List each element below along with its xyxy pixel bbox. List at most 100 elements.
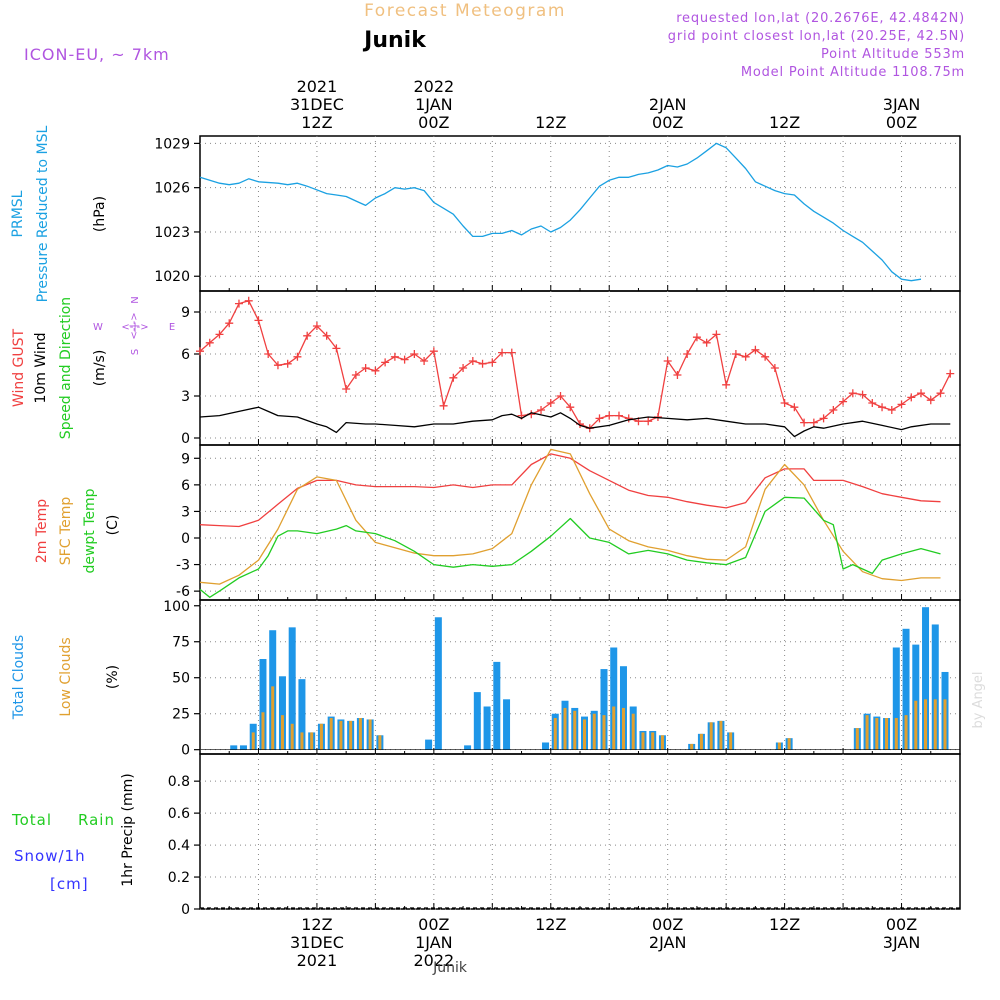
- total-cloud-bar: [600, 669, 608, 750]
- gust-marker: [322, 331, 331, 340]
- bottom-tick-label: 00Z: [652, 915, 683, 934]
- top-tick-label: 2JAN: [649, 95, 687, 114]
- y-tick-label: 1023: [154, 225, 190, 241]
- total-cloud-bar: [259, 659, 267, 750]
- gust-line: [199, 300, 951, 429]
- y-tick-label: 0.8: [168, 774, 190, 790]
- low-cloud-bar: [855, 728, 859, 750]
- compass-n-label: N: [130, 296, 141, 303]
- gust-marker: [858, 390, 867, 399]
- y-tick-label: 25: [172, 707, 190, 723]
- bottom-tick-label: 31DEC: [290, 933, 344, 952]
- top-tick-label: 2021: [297, 77, 338, 96]
- low-cloud-bar: [271, 686, 275, 750]
- low-cloud-bar: [933, 699, 937, 750]
- gust-marker: [917, 389, 926, 398]
- pressure-unit: (hPa): [92, 196, 108, 232]
- y-tick-label: 9: [181, 305, 190, 321]
- y-tick-label: 100: [163, 599, 190, 615]
- total-cloud-bar: [473, 692, 481, 750]
- low-cloud-bar: [621, 707, 625, 750]
- gust-marker: [829, 406, 838, 414]
- precip-rain-label: Rain: [78, 811, 115, 829]
- low-cloud-bar: [290, 723, 294, 750]
- title-faded: Forecast Meteogram: [364, 1, 566, 21]
- footer-location: Junik: [432, 960, 468, 976]
- top-tick-label: 00Z: [886, 113, 917, 132]
- gust-marker: [868, 399, 877, 407]
- wind-panel: 0 3 6 9 Wind GUST 10m Wind Speed and Direct…: [11, 290, 961, 447]
- gust-marker: [342, 385, 351, 393]
- gust-marker: [741, 352, 750, 361]
- gust-marker: [751, 345, 760, 354]
- gust-marker: [351, 371, 360, 379]
- low-cloud-bar: [310, 732, 314, 750]
- low-cloud-bar: [709, 722, 713, 750]
- gust-marker: [371, 366, 380, 375]
- y-tick-label: 6: [181, 347, 190, 363]
- low-cloud-bar: [904, 715, 908, 750]
- gust-marker: [312, 322, 321, 330]
- gust-marker: [196, 347, 204, 356]
- bottom-tick-label: 00Z: [418, 915, 449, 934]
- prmsl-label: PRMSL: [10, 190, 26, 237]
- gust-marker: [683, 350, 692, 358]
- total-cloud-bar: [230, 745, 238, 750]
- temp2m-label: 2m Temp: [34, 499, 50, 563]
- total-cloud-bar: [493, 661, 501, 750]
- precip-snow-label: Snow/1h: [14, 847, 86, 865]
- low-cloud-bar: [885, 718, 889, 750]
- gust-marker: [780, 399, 789, 407]
- total-cloud-bar: [434, 617, 442, 750]
- gust-marker: [449, 373, 458, 382]
- low-cloud-bar: [563, 707, 567, 750]
- direction-label: Speed and Direction: [58, 297, 74, 439]
- y-tick-label: 0.2: [168, 870, 190, 886]
- low-cloud-bar: [368, 719, 372, 750]
- total-cloud-bar: [298, 679, 306, 750]
- y-tick-label: -3: [176, 558, 190, 574]
- low-cloud-bar: [777, 742, 781, 750]
- low-cloud-bar: [924, 699, 928, 750]
- low-cloud-bar: [641, 732, 645, 750]
- gust-label: Wind GUST: [11, 328, 27, 407]
- gust-marker: [283, 359, 292, 368]
- gust-marker: [770, 364, 779, 372]
- point-altitude: Point Altitude 553m: [821, 47, 965, 62]
- model-altitude: Model Point Altitude 1108.75m: [741, 65, 965, 80]
- top-tick-label: 3JAN: [883, 95, 921, 114]
- bottom-tick-label: 2021: [297, 951, 338, 970]
- total-cloud-bar: [610, 647, 618, 750]
- low-cloud-bar: [914, 700, 918, 750]
- gust-marker: [478, 359, 487, 368]
- low-cloud-bar: [592, 713, 596, 750]
- low-cloud-bar: [339, 720, 343, 750]
- top-tick-label: 31DEC: [290, 95, 344, 114]
- gust-marker: [234, 299, 243, 308]
- y-tick-label: 3: [181, 389, 190, 405]
- gust-marker: [293, 352, 302, 361]
- gust-marker: [897, 400, 906, 409]
- total-cloud-bar: [912, 644, 920, 750]
- y-tick-label: 1026: [154, 181, 190, 197]
- gust-marker: [722, 380, 731, 389]
- wind-plot: [196, 296, 955, 438]
- pressure-msl-label: Pressure Reduced to MSL: [35, 125, 51, 302]
- sfc-temp-label: SFC Temp: [58, 497, 74, 566]
- gust-marker: [420, 357, 429, 365]
- low-cloud-bar: [553, 718, 557, 750]
- requested-coords: requested lon,lat (20.2676E, 42.4842N): [676, 11, 965, 26]
- low-cloud-bar: [729, 732, 733, 750]
- top-tick-label: 12Z: [301, 113, 332, 132]
- sfc-temp-line: [199, 448, 941, 585]
- bottom-tick-label: 12Z: [769, 915, 800, 934]
- gust-marker: [488, 358, 497, 367]
- gust-marker: [595, 414, 604, 423]
- gust-marker: [468, 357, 477, 365]
- bottom-tick-label: 2JAN: [649, 933, 687, 952]
- gust-marker: [361, 364, 370, 372]
- low-cloud-bar: [787, 738, 791, 750]
- low-cloud-bar: [943, 699, 947, 750]
- y-tick-label: 0.6: [168, 806, 190, 822]
